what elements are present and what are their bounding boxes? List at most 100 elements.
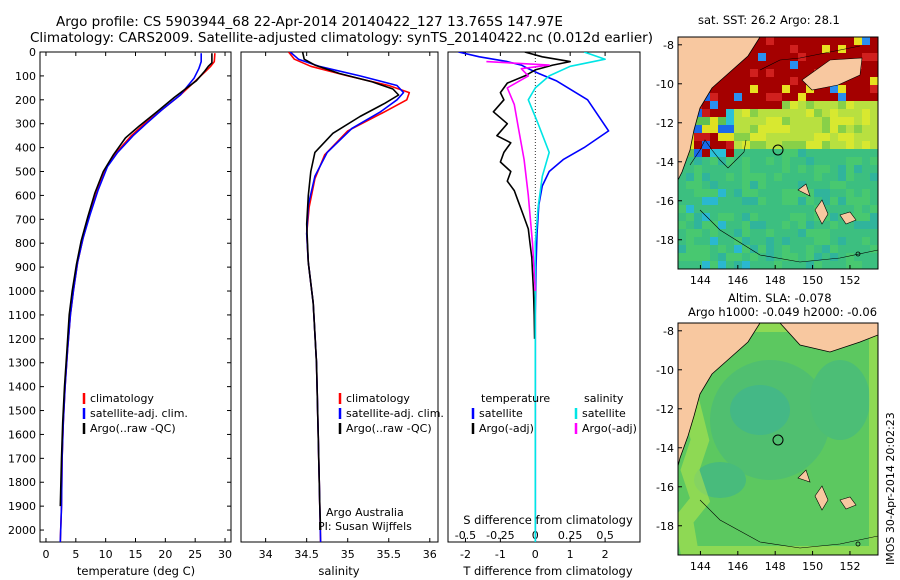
- sst-cell: [694, 117, 702, 125]
- sst-cell: [862, 101, 870, 109]
- sst-cell: [734, 133, 742, 141]
- sst-cell: [798, 149, 806, 157]
- map-lon-tick-label: 148: [765, 560, 786, 573]
- sst-cell: [814, 133, 822, 141]
- sst-cell: [830, 173, 838, 181]
- sst-cell: [710, 205, 718, 213]
- sst-cell: [726, 125, 734, 133]
- legend-label: Argo(..raw -QC): [90, 422, 176, 435]
- sst-cell: [830, 101, 838, 109]
- x-tick-label: -2: [460, 548, 471, 561]
- sst-cell: [774, 245, 782, 253]
- map-lat-tick-label: -16: [656, 481, 674, 494]
- sst-cell: [806, 253, 814, 261]
- sst-cell: [774, 149, 782, 157]
- sst-cell: [782, 197, 790, 205]
- map-lat-tick-label: -18: [656, 234, 674, 247]
- sst-cell: [790, 141, 798, 149]
- sst-cell: [766, 101, 774, 109]
- sst-cell: [702, 165, 710, 173]
- sst-cell: [870, 205, 878, 213]
- sst-cell: [806, 149, 814, 157]
- sst-cell: [686, 165, 694, 173]
- sst-cell: [870, 109, 878, 117]
- sst-cell: [830, 181, 838, 189]
- sst-cell: [782, 117, 790, 125]
- sst-cell: [854, 181, 862, 189]
- sst-cell: [814, 197, 822, 205]
- sst-cell: [870, 189, 878, 197]
- sst-cell: [854, 189, 862, 197]
- sst-cell: [726, 165, 734, 173]
- map-lon-tick-label: 148: [765, 274, 786, 287]
- sst-cell: [782, 101, 790, 109]
- sst-cell: [758, 237, 766, 245]
- sst-cell: [870, 213, 878, 221]
- sst-cell: [790, 149, 798, 157]
- sst-cell: [790, 213, 798, 221]
- legend-label: climatology: [90, 392, 154, 405]
- sst-cell: [702, 213, 710, 221]
- sst-cell: [742, 165, 750, 173]
- map-lat-tick-label: -14: [656, 156, 674, 169]
- sst-cell: [742, 133, 750, 141]
- sst-cell: [766, 181, 774, 189]
- sst-cell: [766, 261, 774, 269]
- sst-cell: [758, 229, 766, 237]
- sst-cell: [846, 37, 854, 45]
- sst-cell: [798, 173, 806, 181]
- sst-cell: [862, 237, 870, 245]
- sst-cell: [694, 237, 702, 245]
- sst-cell: [838, 101, 846, 109]
- sst-cell: [750, 205, 758, 213]
- map-lon-tick-label: 150: [802, 560, 823, 573]
- legend-label: Argo(-adj): [582, 422, 637, 435]
- sst-cell: [822, 149, 830, 157]
- sst-cell: [814, 229, 822, 237]
- sst-cell: [814, 261, 822, 269]
- sst-cell: [766, 45, 774, 53]
- sst-cell: [822, 189, 830, 197]
- map-lat-tick-label: -12: [656, 403, 674, 416]
- sst-cell: [862, 77, 870, 85]
- sst-cell: [790, 253, 798, 261]
- sst-map-islands: [797, 183, 857, 225]
- sst-cell: [798, 253, 806, 261]
- sst-cell: [750, 109, 758, 117]
- sst-cell: [766, 149, 774, 157]
- sst-cell: [870, 237, 878, 245]
- sst-cell: [702, 157, 710, 165]
- sst-cell: [870, 221, 878, 229]
- sst-cell: [734, 85, 742, 93]
- sst-cell: [726, 141, 734, 149]
- sst-cell: [726, 197, 734, 205]
- sst-cell: [862, 229, 870, 237]
- sst-cell: [830, 93, 838, 101]
- sst-cell: [846, 93, 854, 101]
- map-lon-tick-label: 152: [839, 560, 860, 573]
- sst-cell: [758, 149, 766, 157]
- sst-cell: [758, 197, 766, 205]
- sst-cell: [830, 205, 838, 213]
- sst-cell: [838, 245, 846, 253]
- sst-cell: [758, 165, 766, 173]
- map-lon-tick-label: 144: [690, 274, 711, 287]
- legend-label: climatology: [346, 392, 410, 405]
- sst-cell: [774, 221, 782, 229]
- sst-cell: [782, 173, 790, 181]
- sla-map-argo-position-marker: [772, 434, 784, 446]
- sst-cell: [710, 93, 718, 101]
- sst-cell: [702, 205, 710, 213]
- sst-cell: [694, 253, 702, 261]
- sst-cell: [766, 205, 774, 213]
- sst-cell: [686, 253, 694, 261]
- sst-cell: [750, 261, 758, 269]
- sst-cell: [830, 141, 838, 149]
- sst-cell: [710, 149, 718, 157]
- sst-cell: [846, 253, 854, 261]
- sst-cell: [814, 149, 822, 157]
- sst-cell: [862, 133, 870, 141]
- sst-cell: [726, 205, 734, 213]
- sst-cell: [870, 245, 878, 253]
- sst-cell: [686, 149, 694, 157]
